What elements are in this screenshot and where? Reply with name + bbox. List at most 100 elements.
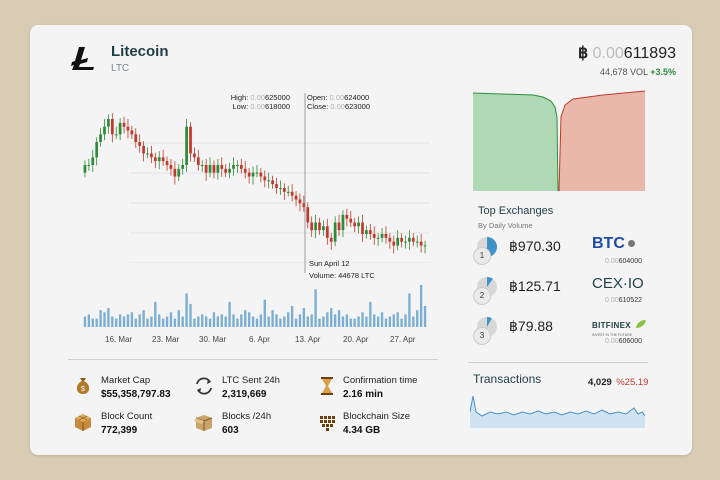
depth-ask-line	[558, 90, 645, 191]
stat-value: 4.34 GB	[343, 425, 381, 436]
transactions-sparkline[interactable]	[470, 390, 645, 430]
candle-body	[146, 153, 149, 155]
candle-body	[87, 165, 91, 166]
close-prefix: 0.00	[330, 102, 345, 111]
volume-bar	[91, 318, 94, 327]
open-value: 624000	[344, 93, 370, 102]
exchange-row[interactable]: 3 ฿79.88 BITFINEX INVEST IN THE FUTURE 0…	[473, 313, 653, 353]
depth-bid-area	[473, 93, 558, 191]
volume-bar	[224, 316, 227, 327]
volume-label: 44,678 VOL	[600, 67, 648, 77]
volume-bar	[384, 318, 388, 327]
sparkline-area	[470, 396, 645, 428]
exchange-price: 0.00606000	[605, 338, 642, 345]
x-label: 16. Mar	[105, 335, 133, 344]
box-icon	[194, 415, 213, 431]
candle-body	[337, 222, 341, 231]
candle-body	[345, 214, 349, 219]
sparkline-line	[470, 395, 645, 417]
volume-bar	[337, 310, 341, 327]
candle-body	[290, 191, 294, 196]
candle-body	[314, 222, 317, 231]
volume-bar	[416, 310, 419, 327]
hourglass-icon	[321, 377, 333, 395]
price-value: 610522	[618, 297, 642, 304]
chart-divider	[68, 359, 438, 360]
candle-body	[259, 172, 263, 177]
candle-body	[193, 153, 196, 158]
transactions-stats: 4,029 %25.19	[588, 372, 648, 390]
volume-bar	[251, 316, 255, 327]
exchange-row[interactable]: 2 ฿125.71 CEX·IO 0.00610522	[473, 273, 653, 313]
volume-bar	[146, 318, 149, 327]
price-value: 604000	[618, 258, 642, 265]
logo-tagline: INVEST IN THE FUTURE	[592, 333, 633, 337]
low-label: Low:	[232, 102, 249, 111]
candle-body	[271, 180, 274, 185]
candle-body	[189, 126, 192, 154]
volume-bar	[380, 312, 384, 327]
candle-body	[165, 161, 169, 165]
volume-bar	[228, 301, 231, 327]
candle-body	[99, 134, 102, 142]
price-prefix: 0.00	[605, 338, 619, 345]
candle-body	[329, 237, 333, 242]
volume-bar	[322, 316, 325, 327]
bitfinex-exchange-logo: BITFINEX INVEST IN THE FUTURE	[592, 315, 647, 337]
volume-bar	[400, 318, 403, 327]
x-label: 23. Mar	[152, 335, 180, 344]
rank-badge: 3	[473, 327, 491, 345]
volume-bar	[275, 314, 278, 327]
volume-bar	[99, 310, 102, 327]
volume-bar	[130, 312, 134, 327]
stat-label: Block Count	[101, 411, 153, 422]
volume-bar	[259, 314, 263, 327]
volume-bar	[193, 318, 196, 327]
volume-bar	[314, 289, 317, 327]
volume-bar	[204, 316, 208, 327]
candle-body	[392, 241, 396, 246]
volume-bar	[189, 303, 192, 327]
candle-body	[239, 165, 243, 169]
candle-body	[118, 122, 122, 135]
volume-bar	[122, 316, 126, 327]
exchange-row[interactable]: 1 ฿970.30 BTC 0.00604000	[473, 233, 653, 273]
transactions-change: %25.19	[616, 377, 649, 388]
candle-body	[251, 172, 255, 177]
crosshair-line	[304, 93, 306, 273]
candle-body	[185, 126, 188, 165]
candle-body	[208, 165, 212, 173]
candle-body	[349, 218, 353, 223]
candle-body	[415, 241, 419, 243]
candle-body	[212, 165, 216, 173]
candle-body	[142, 145, 145, 154]
candle-body	[396, 237, 400, 246]
volume-bar	[388, 316, 392, 327]
price-display: ฿ 0.00611893	[578, 43, 676, 63]
stat-label: Blockchain Size	[343, 411, 411, 422]
volume-bar	[369, 301, 372, 327]
market-depth-chart[interactable]	[473, 87, 645, 191]
candle-body	[243, 168, 247, 173]
svg-text:$: $	[81, 386, 85, 393]
volume-bar	[95, 318, 98, 327]
volume-bar	[349, 318, 352, 327]
volume-bar	[216, 316, 220, 327]
candle-body	[318, 222, 321, 231]
volume-bar-chart[interactable]	[80, 283, 430, 329]
high-prefix: 0.00	[250, 93, 265, 102]
volume-bar	[330, 308, 333, 327]
candle-body	[232, 165, 235, 169]
cexio-exchange-logo: CEX·IO	[592, 275, 644, 292]
candle-body	[153, 157, 157, 162]
candle-body	[325, 226, 329, 238]
volume-bar	[173, 318, 177, 327]
btc-logo-dot-icon	[627, 240, 635, 248]
price-candlestick-chart[interactable]	[80, 113, 430, 263]
open-label: Open:	[307, 93, 328, 102]
low-prefix: 0.00	[250, 102, 265, 111]
candle-body	[365, 230, 368, 234]
volume-bar	[341, 316, 345, 327]
exchanges-subtitle: By Daily Volume	[478, 221, 533, 230]
stat-value: 603	[222, 425, 239, 436]
